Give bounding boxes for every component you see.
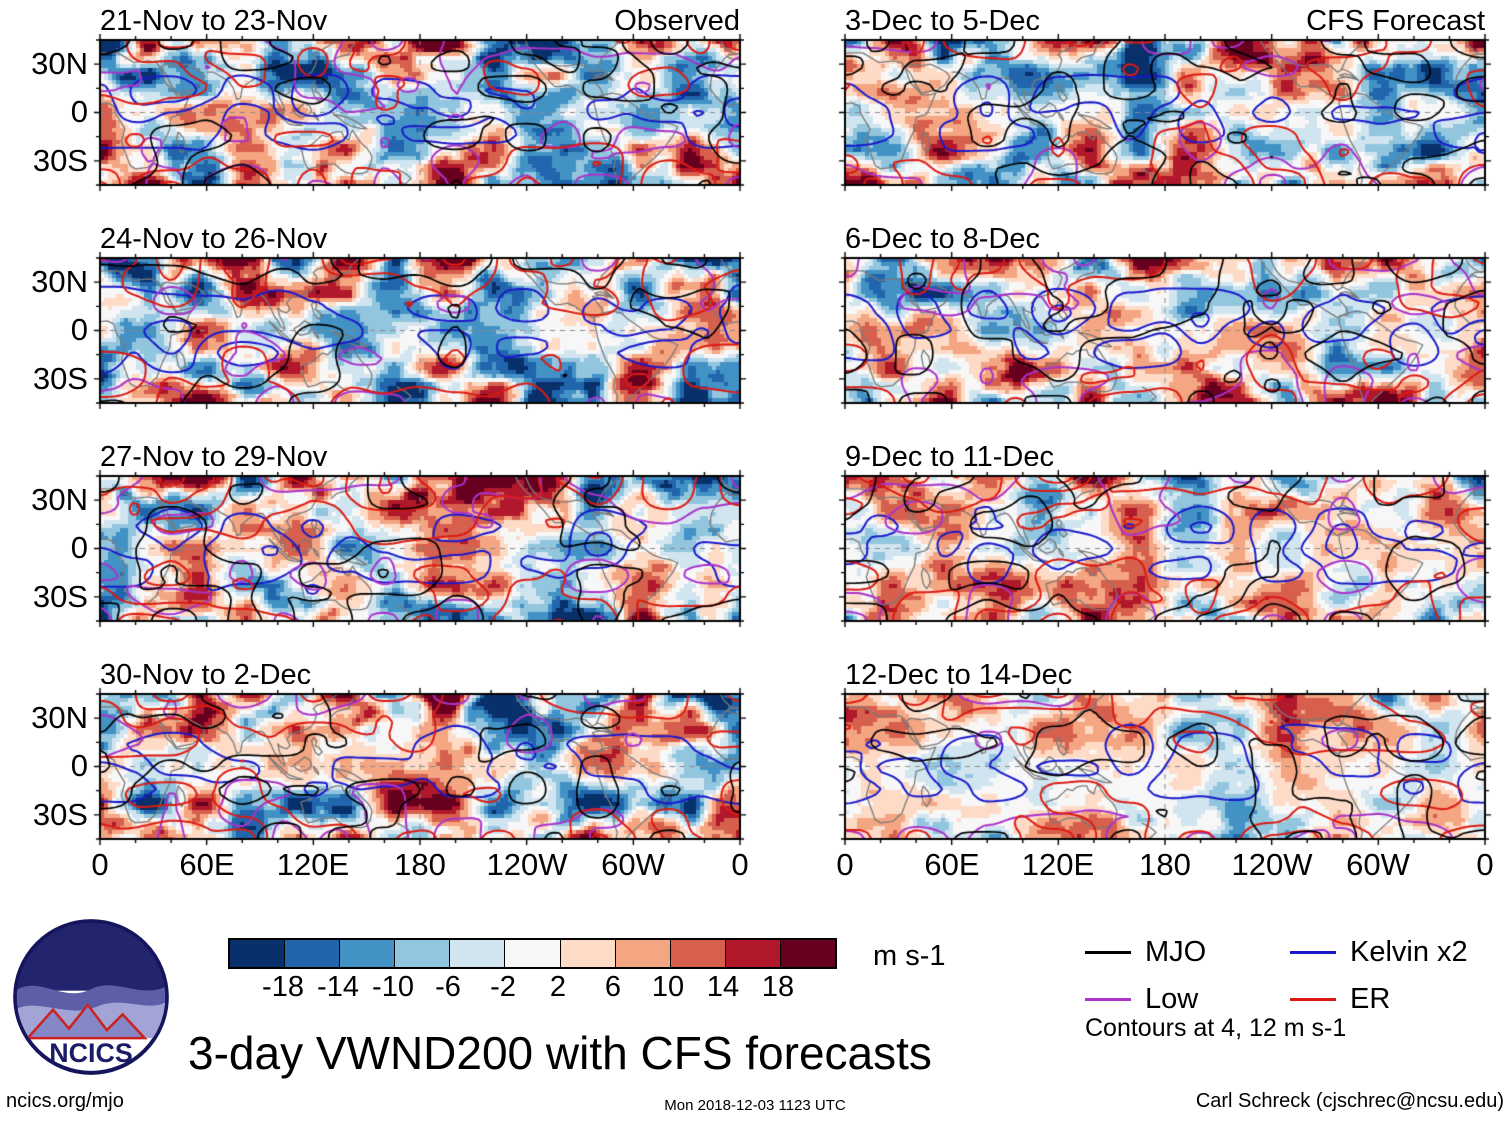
colorbar-cell: [395, 940, 451, 967]
x-tick-label: 0: [91, 847, 109, 882]
kelvin-line-swatch: [1290, 951, 1336, 954]
footer-timestamp: Mon 2018-12-03 1123 UTC: [664, 1097, 846, 1114]
ncics-logo: NCICS: [13, 919, 169, 1075]
footer-url: ncics.org/mjo: [6, 1090, 124, 1112]
y-tick-label: 0: [70, 312, 88, 347]
colorbar-tick: 14: [706, 971, 740, 1003]
mjo-line-swatch: [1085, 951, 1131, 954]
y-tick-label: 30N: [31, 482, 88, 517]
footer-author: Carl Schreck (cjschrec@ncsu.edu): [1195, 1090, 1504, 1112]
colorbar-tick: -10: [372, 971, 414, 1003]
y-tick-label: 0: [70, 530, 88, 565]
low-line-swatch: [1085, 998, 1131, 1001]
x-tick-label: 120E: [276, 847, 350, 882]
legend-label: ER: [1350, 983, 1391, 1015]
y-tick-label: 30S: [32, 579, 88, 614]
colorbar: -18 -14 -10 -6 -2 2 6 10 14 18: [228, 938, 948, 1013]
x-tick-label: 120W: [1231, 847, 1313, 882]
logo-sky: [16, 922, 166, 991]
colorbar-tick: -6: [435, 971, 461, 1003]
x-tick-label: 120W: [486, 847, 568, 882]
map-panel-1: [90, 248, 750, 413]
x-tick-label: 0: [836, 847, 854, 882]
x-tick-label: 180: [1139, 847, 1191, 882]
x-tick-label: 60W: [601, 847, 665, 882]
x-tick-label: 0: [1476, 847, 1494, 882]
x-tick-label: 60W: [1346, 847, 1410, 882]
map-panel-6: [835, 466, 1495, 631]
legend-item-low: Low: [1085, 983, 1290, 1016]
y-tick-label: 30N: [31, 46, 88, 81]
colorbar-unit: m s-1: [873, 940, 946, 972]
y-tick-label: 30S: [32, 361, 88, 396]
y-tick-label: 30S: [32, 797, 88, 832]
colorbar-tick: 6: [604, 971, 622, 1003]
figure-title: 3-day VWND200 with CFS forecasts: [188, 1027, 932, 1079]
y-tick-label: 0: [70, 94, 88, 129]
colorbar-cell: [340, 940, 396, 967]
legend-label: Kelvin x2: [1350, 936, 1468, 968]
y-tick-label: 0: [70, 748, 88, 783]
colorbar-tick: 18: [761, 971, 795, 1003]
map-panel-3: [90, 684, 750, 849]
x-tick-label: 60E: [924, 847, 980, 882]
colorbar-tick: -18: [262, 971, 304, 1003]
y-tick-label: 30S: [32, 143, 88, 178]
legend-item-kelvin: Kelvin x2: [1290, 936, 1510, 969]
y-tick-label: 30N: [31, 700, 88, 735]
map-panel-7: [835, 684, 1495, 849]
map-panel-5: [835, 248, 1495, 413]
legend-label: MJO: [1145, 936, 1207, 968]
ncics-logo-text: NCICS: [49, 1038, 133, 1068]
map-panel-2: [90, 466, 750, 631]
colorbar-cell: [505, 940, 561, 967]
contour-levels-note: Contours at 4, 12 m s-1: [1085, 1014, 1347, 1042]
legend-item-er: ER: [1290, 983, 1510, 1016]
colorbar-tick: -14: [317, 971, 359, 1003]
x-tick-label: 60E: [179, 847, 235, 882]
colorbar-bar: [228, 938, 837, 969]
colorbar-cell: [780, 940, 836, 967]
logo-mountains: [24, 1002, 148, 1040]
colorbar-tick: 10: [651, 971, 685, 1003]
legend-item-mjo: MJO: [1085, 936, 1290, 969]
colorbar-tick: 2: [549, 971, 567, 1003]
er-line-swatch: [1290, 998, 1336, 1001]
map-panel-4: [835, 30, 1495, 195]
colorbar-cell: [670, 940, 726, 967]
colorbar-tick: -2: [490, 971, 516, 1003]
colorbar-cell: [560, 940, 616, 967]
x-tick-label: 0: [731, 847, 749, 882]
map-panel-0: [90, 30, 750, 195]
y-tick-label: 30N: [31, 264, 88, 299]
colorbar-cell: [725, 940, 781, 967]
colorbar-cell: [450, 940, 506, 967]
colorbar-cell: [285, 940, 341, 967]
legend-label: Low: [1145, 983, 1199, 1015]
x-tick-label: 180: [394, 847, 446, 882]
colorbar-cell: [615, 940, 671, 967]
contour-legend: MJO Kelvin x2 Low ER: [1085, 936, 1510, 1016]
x-tick-label: 120E: [1021, 847, 1095, 882]
colorbar-cell: [230, 940, 286, 967]
